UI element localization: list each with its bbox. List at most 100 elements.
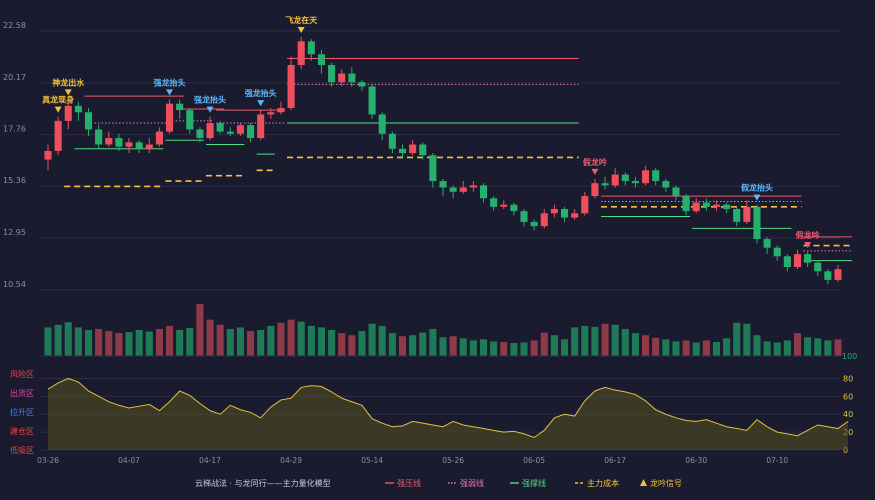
signal-arrow — [753, 194, 761, 201]
date-tick-label: 07-10 — [766, 456, 788, 465]
volume-bar — [84, 330, 93, 356]
candle-body — [490, 198, 498, 207]
volume-bar — [642, 335, 650, 356]
indicator-zone-label: 出货区 — [10, 388, 34, 398]
candle-body — [459, 187, 467, 192]
volume-bar — [165, 325, 174, 356]
candle-body — [804, 254, 812, 263]
date-tick-label: 04-29 — [280, 456, 302, 465]
candle-body — [64, 105, 72, 121]
volume-bar — [44, 327, 52, 356]
candle-body — [510, 204, 518, 212]
price-tick-label: 10.54 — [3, 280, 26, 289]
date-tick-label: 06-17 — [604, 456, 626, 465]
signal-arrow — [54, 106, 62, 113]
candle-body — [226, 131, 234, 134]
volume-bar — [247, 331, 255, 356]
candle-body — [84, 112, 93, 130]
volume-bar — [601, 323, 609, 356]
candle-body — [662, 181, 670, 188]
candle-body — [682, 196, 690, 212]
volume-bar — [479, 339, 488, 356]
volume-bar — [723, 338, 731, 356]
volume-bar — [591, 326, 599, 356]
signal-label: 飞龙在天 — [285, 15, 318, 25]
candle-body — [206, 123, 214, 139]
volume-bar — [328, 330, 336, 356]
signal-label: 假龙吟 — [796, 230, 820, 240]
volume-bar — [125, 332, 133, 356]
candle-body — [348, 73, 356, 83]
candle-body — [429, 155, 437, 182]
volume-bar — [307, 325, 315, 356]
volume-bar — [530, 340, 538, 356]
volume-bar — [814, 338, 822, 356]
candle-body — [500, 204, 508, 207]
volume-bar — [490, 341, 498, 356]
volume-bar — [287, 319, 295, 356]
volume-bar — [196, 304, 204, 356]
candle-body — [824, 271, 832, 280]
date-tick-label: 05-14 — [361, 456, 383, 465]
volume-bar — [763, 341, 771, 356]
volume-bar — [662, 339, 670, 356]
indicator-zone-label: 低吸区 — [10, 445, 34, 455]
volume-bar — [338, 333, 346, 356]
candle-body — [165, 103, 174, 132]
volume-bar — [652, 337, 660, 356]
volume-bar — [115, 333, 123, 356]
candle-body — [571, 213, 579, 218]
candle-body — [145, 144, 153, 149]
candlesticks — [44, 37, 842, 285]
legend: 云梯战法 · 与龙同行——主力量化模型 强压线 强弱线 强撑线 主力成本 龙吟信号 — [195, 478, 682, 488]
candle-body — [672, 187, 680, 197]
legend-label: 强弱线 — [460, 478, 484, 488]
volume-bar — [95, 328, 103, 356]
signal-arrow — [804, 241, 812, 248]
candle-body — [277, 107, 285, 113]
volume-bar — [267, 325, 275, 356]
volume-bar — [419, 332, 427, 356]
candle-body — [621, 174, 629, 182]
candle-body — [338, 73, 346, 83]
date-tick-label: 06-30 — [685, 456, 707, 465]
candle-body — [358, 82, 366, 87]
volume-bar — [54, 324, 62, 356]
candle-body — [611, 174, 619, 186]
volume-bar — [834, 339, 842, 356]
price-tick-label: 22.58 — [3, 21, 26, 30]
candle-body — [398, 148, 407, 154]
candle-body — [601, 183, 609, 186]
volume-bar — [439, 337, 447, 356]
candle-body — [236, 125, 244, 134]
indicator-tick-label: 0 — [843, 446, 848, 455]
volume-bar — [804, 337, 812, 356]
candle-body — [267, 112, 275, 115]
grid-lines — [40, 30, 840, 291]
candle-body — [753, 206, 761, 240]
candle-body — [115, 138, 123, 147]
indicator-area — [48, 378, 849, 450]
signal-arrow — [297, 27, 305, 34]
volume-bar — [550, 335, 558, 356]
volume-bar — [712, 341, 721, 356]
volume-bar — [317, 327, 326, 356]
indicator-tick-label: 80 — [843, 374, 853, 383]
volume-bar — [682, 340, 690, 356]
candle-body — [631, 181, 639, 184]
candle-body — [378, 114, 386, 134]
volume-max-label: 100 — [842, 352, 857, 361]
volume-bar — [135, 330, 143, 356]
legend-label: 强压线 — [397, 478, 421, 488]
volume-bar — [74, 327, 82, 356]
level-lines — [64, 58, 853, 262]
volume-bar — [277, 322, 285, 356]
candle-body — [247, 125, 255, 139]
volume-bar — [753, 335, 761, 356]
signal-arrow — [257, 100, 265, 107]
indicator-panel: 806040200风险区出货区拉升区建仓区低吸区 — [10, 369, 853, 455]
volume-bar — [571, 327, 579, 356]
